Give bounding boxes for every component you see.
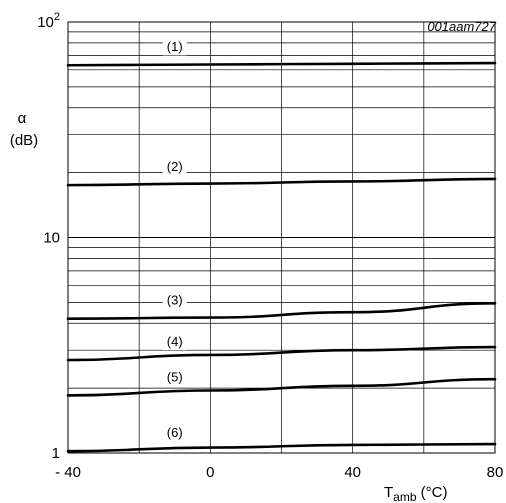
series-label-bg: [162, 333, 187, 351]
y-tick-label: 102: [37, 11, 60, 31]
grid: [67, 21, 496, 454]
series-label-5: (5): [167, 369, 183, 384]
plot-frame: [67, 21, 496, 454]
y-tick-label: 1: [52, 445, 60, 462]
x-tick-label: 80: [487, 464, 504, 481]
x-axis-label-unit: (°C): [417, 484, 448, 501]
y-tick-base: 1: [52, 445, 60, 462]
series-label-bg: [162, 291, 187, 309]
y-tick-label: 10: [43, 230, 60, 247]
series-group: (1) (2) (3) (4) (5) (6): [66, 38, 497, 453]
series-line-1: [66, 61, 497, 67]
series-line-4: [66, 345, 497, 362]
series-label-4: (4): [167, 334, 183, 349]
x-axis-label: Tamb (°C): [384, 484, 448, 503]
x-axis-label-sub: amb: [393, 490, 417, 503]
series-line-2: [66, 177, 497, 187]
figure-id: 001aam727: [427, 19, 496, 34]
y-axis-symbol: α: [18, 110, 27, 127]
series-label-6: (6): [167, 425, 183, 440]
x-axis-label-main: T: [384, 484, 393, 501]
x-tick-label: - 40: [55, 464, 81, 481]
y-tick-exponent: 2: [54, 11, 60, 23]
series-label-bg: [162, 368, 187, 386]
y-tick-base: 10: [37, 14, 54, 31]
series-line-5: [66, 377, 497, 397]
series-label-bg: [162, 424, 187, 442]
series-label-bg: [162, 158, 187, 176]
series-label-bg: [162, 38, 187, 56]
series-line-6: [66, 442, 497, 453]
series-label-1: (1): [167, 39, 183, 54]
series-line-3: [66, 302, 497, 320]
y-tick-base: 10: [43, 230, 60, 247]
series-label-2: (2): [167, 159, 183, 174]
y-axis-unit: (dB): [10, 132, 38, 149]
series-label-3: (3): [167, 293, 183, 308]
x-tick-label: 40: [344, 464, 361, 481]
x-tick-label: 0: [206, 464, 214, 481]
